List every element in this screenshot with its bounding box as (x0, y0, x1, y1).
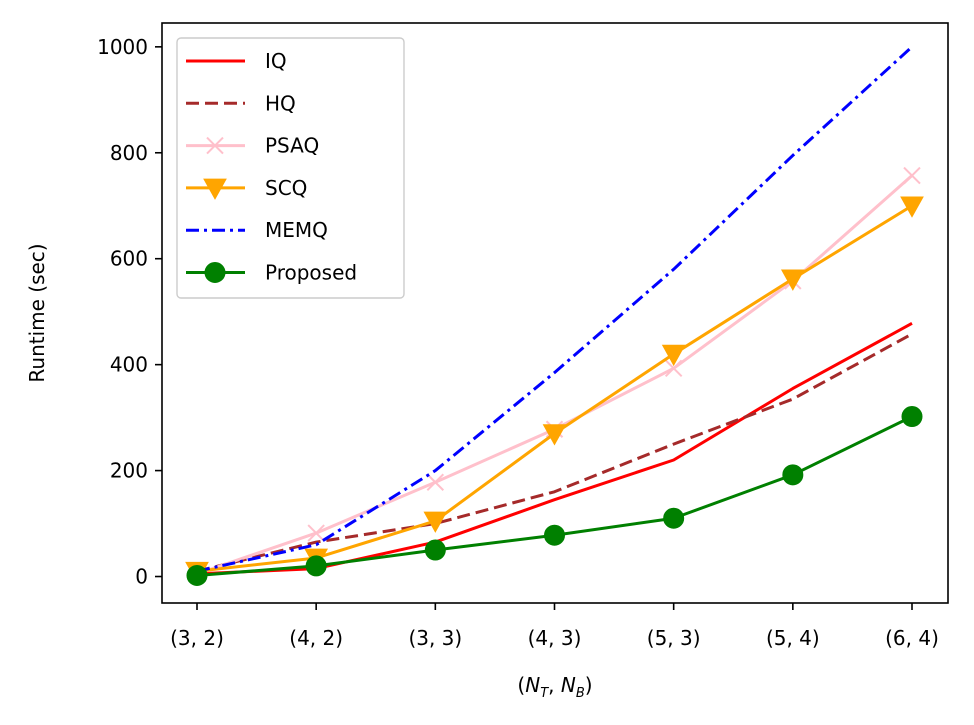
point-proposed (544, 524, 565, 546)
point-psaq (307, 524, 325, 542)
legend-box (176, 37, 405, 299)
legend-marker-scq (203, 178, 227, 200)
legend-item-hq: HQ (186, 91, 296, 115)
x-tick-label: (4, 3) (528, 626, 582, 650)
legend-item-proposed: Proposed (186, 261, 357, 285)
series-line-hq (196, 332, 913, 573)
x-tick-label: (3, 3) (408, 626, 462, 650)
point-proposed (901, 406, 923, 428)
x-axis-label: (NT, NB) (517, 673, 592, 701)
legend-item-psaq: PSAQ (186, 134, 319, 158)
x-tick-label: (5, 4) (766, 626, 820, 650)
y-tick-label: 400 (110, 353, 148, 377)
legend-item-memq: MEMQ (186, 218, 328, 242)
y-tick-label: 0 (135, 565, 148, 589)
legend-label-memq: MEMQ (265, 218, 328, 242)
series-memq (196, 45, 914, 573)
y-tick-label: 600 (110, 247, 148, 271)
series-line-memq (196, 45, 914, 573)
series-proposed (186, 406, 923, 586)
series-hq (196, 332, 913, 573)
legend-label-scq: SCQ (265, 176, 307, 200)
y-axis-label: Runtime (sec) (25, 243, 49, 382)
x-axis-ticks: (3, 2) (4, 2) (3, 3) (4, 3) (5, 3) (5, 4) (6, … (170, 603, 939, 650)
point-psaq (664, 359, 683, 378)
series-layer (185, 45, 924, 586)
legend-item-iq: IQ (186, 49, 287, 73)
point-scq (780, 269, 805, 291)
x-tick-label: (3, 2) (170, 626, 224, 650)
point-scq (542, 424, 567, 446)
point-proposed (424, 539, 446, 561)
point-scq (900, 196, 924, 218)
y-tick-label: 200 (110, 459, 148, 483)
point-proposed (186, 564, 208, 586)
y-axis-ticks: 0 200 400 600 800 1000 (97, 35, 162, 589)
legend-marker-proposed (204, 262, 226, 283)
legend-item-scq: SCQ (186, 176, 307, 200)
point-proposed (305, 555, 327, 577)
x-tick-label: (4, 2) (289, 626, 343, 650)
point-psaq (903, 166, 921, 185)
legend-marker-psaq (206, 136, 224, 155)
point-psaq (426, 473, 445, 491)
point-scq (423, 511, 448, 533)
point-proposed (663, 507, 685, 529)
legend-label-hq: HQ (265, 91, 296, 115)
y-tick-label: 800 (110, 141, 148, 165)
legend-label-iq: IQ (265, 49, 287, 73)
legend-label-proposed: Proposed (265, 261, 357, 285)
point-scq (661, 344, 686, 367)
legend: IQ HQ PSAQ SCQ MEMQ Proposed (176, 37, 405, 299)
point-proposed (782, 464, 804, 486)
legend-label-psaq: PSAQ (265, 134, 319, 158)
x-tick-label: (5, 3) (647, 626, 701, 650)
y-tick-label: 1000 (97, 35, 148, 59)
x-tick-label: (6, 4) (885, 626, 939, 650)
